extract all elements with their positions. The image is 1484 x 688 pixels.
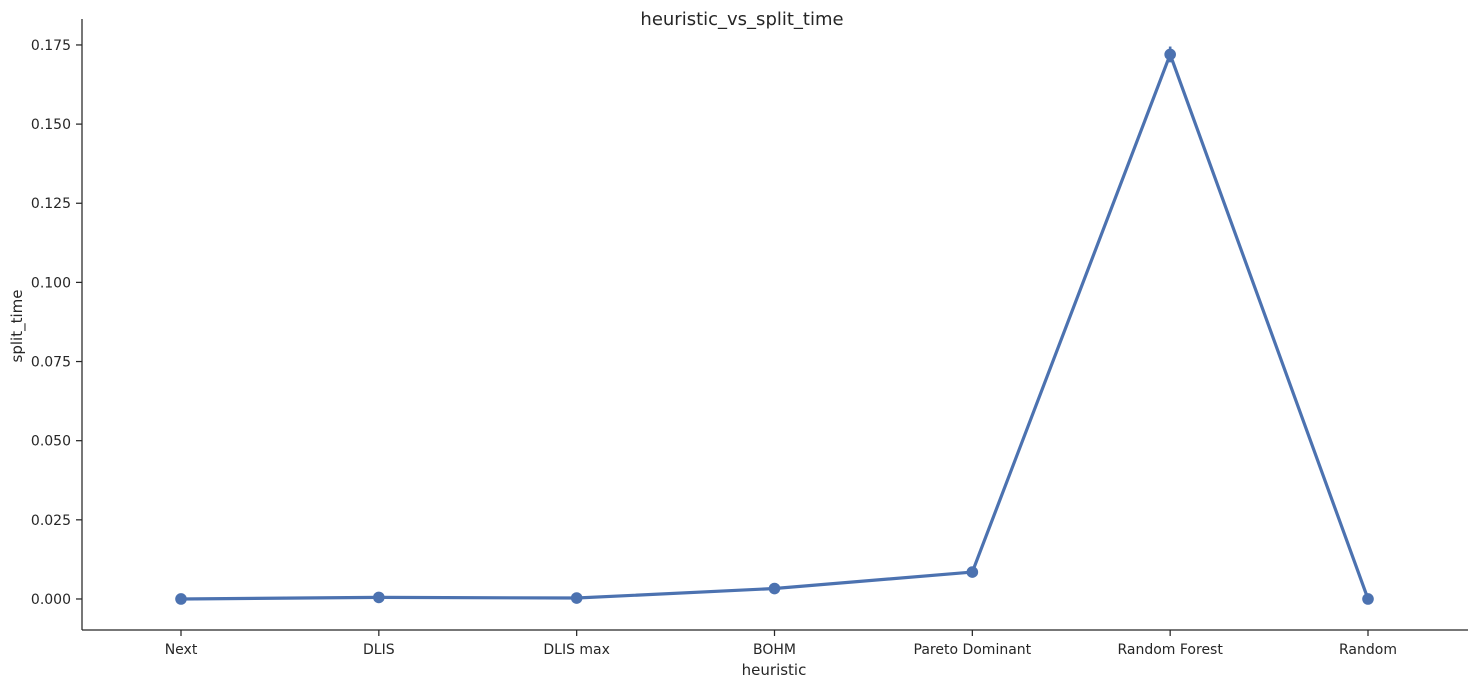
x-tick-label: DLIS max xyxy=(543,642,610,658)
x-tick-label: Random xyxy=(1339,642,1397,658)
chart-title: heuristic_vs_split_time xyxy=(640,9,843,30)
x-axis-label: heuristic xyxy=(742,661,807,679)
data-point xyxy=(175,593,187,605)
y-tick-label: 0.075 xyxy=(31,355,71,371)
y-axis-ticks: 0.000 0.025 0.050 0.075 0.100 0.125 0.150 0.175 xyxy=(31,38,82,608)
data-point xyxy=(373,591,385,604)
y-tick-label: 0.150 xyxy=(31,117,71,133)
x-tick-label: Pareto Dominant xyxy=(914,642,1032,658)
data-point xyxy=(768,582,781,595)
y-tick-label: 0.125 xyxy=(31,196,71,212)
y-tick-label: 0.100 xyxy=(31,275,71,291)
series-line xyxy=(179,52,1370,601)
x-axis-ticks: Next DLIS DLIS max BOHM Pareto Dominant Rando… xyxy=(165,630,1397,658)
data-point xyxy=(570,592,583,604)
x-tick-label: BOHM xyxy=(753,642,796,658)
y-tick-label: 0.050 xyxy=(31,434,71,450)
y-tick-label: 0.025 xyxy=(31,513,71,529)
data-point xyxy=(1164,48,1176,61)
data-point xyxy=(1362,593,1374,605)
x-tick-label: Random Forest xyxy=(1117,642,1223,658)
plot-area xyxy=(175,46,1374,605)
x-tick-label: DLIS xyxy=(363,642,395,658)
y-tick-label: 0.000 xyxy=(31,592,71,608)
y-axis-label: split_time xyxy=(8,290,27,363)
x-tick-label: Next xyxy=(165,642,198,658)
data-point xyxy=(966,566,979,578)
y-tick-label: 0.175 xyxy=(31,38,71,54)
